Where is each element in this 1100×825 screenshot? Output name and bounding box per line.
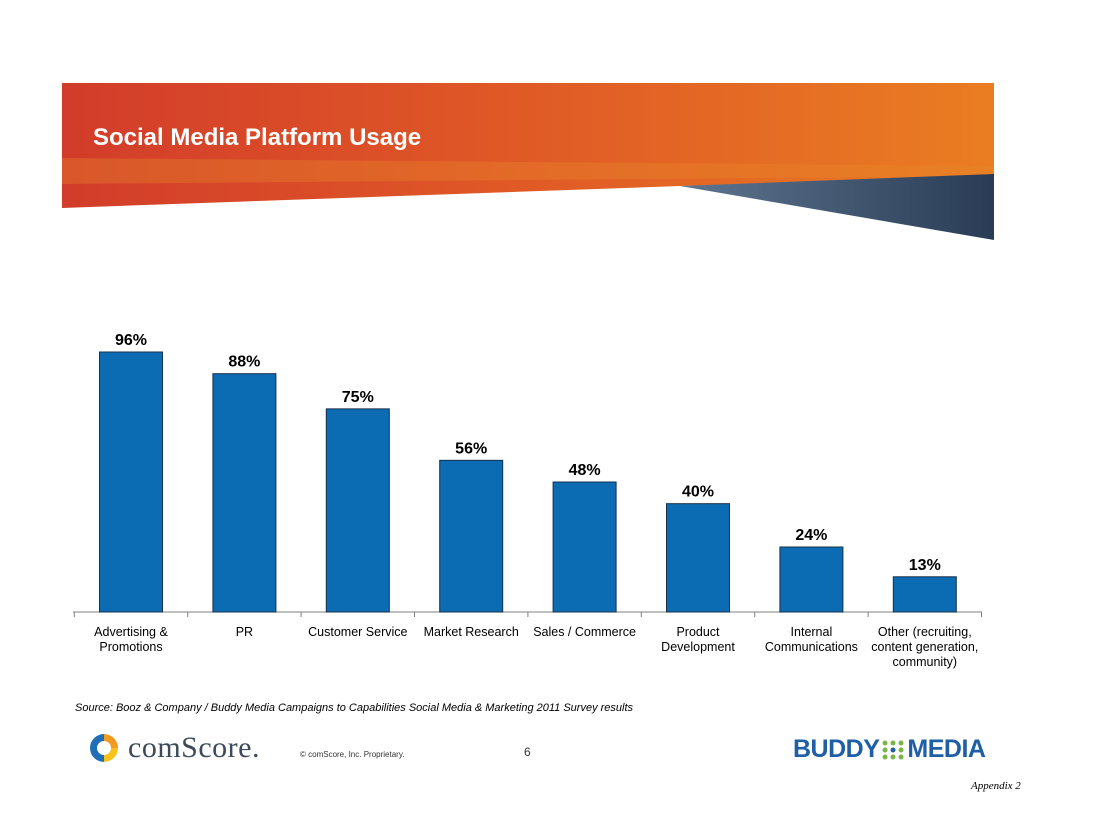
comscore-wordmark: comScore. bbox=[128, 731, 260, 764]
buddy-media-logo: BUDDY MEDIA bbox=[793, 735, 986, 764]
category-label: Advertising & Promotions bbox=[94, 625, 168, 654]
bar bbox=[99, 351, 163, 613]
buddy-wordmark-left: BUDDY bbox=[793, 735, 880, 763]
bar-value-label: 40% bbox=[682, 484, 714, 501]
buddy-wordmark-right: MEDIA bbox=[907, 735, 986, 763]
comscore-mark-icon bbox=[90, 734, 118, 762]
category-label: Other (recruiting, content generation, com… bbox=[871, 625, 978, 669]
bar-value-label: 56% bbox=[455, 440, 487, 457]
banner-shape bbox=[62, 83, 994, 208]
category-label: Customer Service bbox=[308, 625, 407, 639]
bar-value-label: 24% bbox=[795, 527, 827, 544]
bar bbox=[325, 408, 390, 613]
bar-value-label: 75% bbox=[342, 389, 374, 406]
bar bbox=[666, 503, 730, 613]
bar bbox=[892, 576, 957, 613]
copyright-text: © comScore, Inc. Proprietary. bbox=[300, 750, 405, 759]
bar bbox=[439, 459, 504, 613]
banner-accent bbox=[62, 158, 994, 184]
bar-value-label: 13% bbox=[909, 557, 941, 574]
bar bbox=[212, 373, 277, 613]
bar bbox=[552, 481, 617, 613]
bar-chart: 96% Advertising & Promotions 88% PR 75% Custom… bbox=[73, 332, 982, 669]
category-label: Market Research bbox=[424, 625, 519, 639]
comscore-logo: comScore. bbox=[88, 731, 260, 765]
source-note: Source: Booz & Company / Buddy Media Cam… bbox=[75, 702, 634, 714]
category-label: PR bbox=[236, 625, 253, 639]
header-banner bbox=[62, 83, 994, 240]
banner-navy-wedge bbox=[680, 174, 994, 240]
category-label: Sales / Commerce bbox=[533, 625, 636, 639]
category-label: Product Development bbox=[661, 625, 735, 654]
category-label: Internal Communications bbox=[765, 625, 858, 654]
slide-title: Social Media Platform Usage bbox=[93, 124, 422, 151]
bar bbox=[779, 546, 844, 613]
page-number: 6 bbox=[524, 745, 531, 759]
buddy-dots-icon bbox=[882, 740, 904, 759]
appendix-label: Appendix 2 bbox=[971, 780, 1021, 792]
bar-value-label: 96% bbox=[115, 332, 147, 349]
bar-value-label: 88% bbox=[228, 354, 260, 371]
bar-value-label: 48% bbox=[569, 462, 601, 479]
